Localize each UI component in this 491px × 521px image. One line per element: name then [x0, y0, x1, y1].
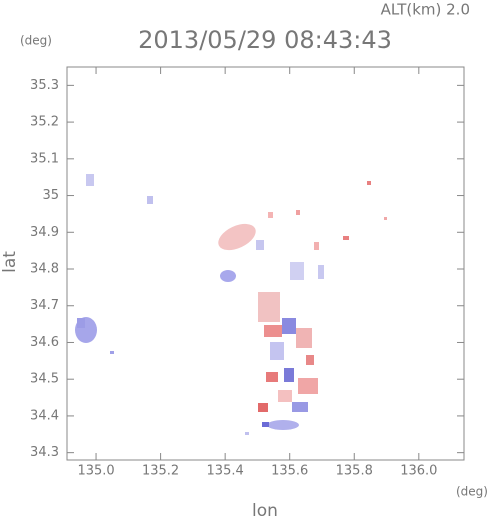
x-tick-label: 135.6	[271, 464, 308, 479]
y-unit: (deg)	[20, 34, 52, 48]
annotation: ALT(km) 2.0	[381, 1, 470, 19]
x-axis-label: lon	[252, 501, 278, 521]
y-tick-label: 35.2	[30, 115, 59, 130]
x-tick-label: 136.0	[400, 464, 437, 479]
x-unit: (deg)	[456, 485, 488, 499]
y-tick-label: 34.7	[30, 298, 59, 313]
y-tick-label: 34.6	[30, 335, 59, 350]
x-tick-label: 135.8	[336, 464, 373, 479]
y-tick-label: 34.9	[30, 225, 59, 240]
echo-field	[75, 174, 387, 435]
y-axis-label: lat	[0, 251, 20, 273]
x-tick-label: 135.4	[207, 464, 244, 479]
y-tick-label: 34.3	[30, 445, 59, 460]
y-tick-label: 35	[42, 188, 59, 203]
y-tick-label: 35.1	[30, 151, 59, 166]
y-tick-label: 34.4	[30, 408, 59, 423]
x-tick-label: 135.0	[77, 464, 114, 479]
y-tick-label: 34.5	[30, 372, 59, 387]
x-tick-label: 135.2	[142, 464, 179, 479]
chart-title: 2013/05/29 08:43:43	[138, 26, 392, 54]
y-tick-label: 35.3	[30, 78, 59, 93]
y-tick-label: 34.8	[30, 262, 59, 277]
plot-frame	[66, 66, 465, 461]
